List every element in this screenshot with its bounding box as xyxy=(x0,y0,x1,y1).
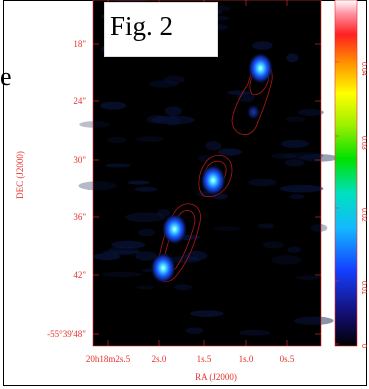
figure-label: Fig. 2 xyxy=(110,11,174,41)
noise-patch xyxy=(107,136,127,144)
noise-patch xyxy=(78,181,118,191)
noise-patch xyxy=(279,184,324,193)
noise-patch xyxy=(164,106,182,116)
noise-patch xyxy=(79,121,110,128)
colorbar xyxy=(334,0,358,347)
noise-patch xyxy=(111,240,146,249)
noise-patch xyxy=(189,310,224,317)
noise-patch xyxy=(127,180,150,185)
noise-patch xyxy=(287,246,302,253)
x-tick-label: 0s.5 xyxy=(280,354,295,364)
axes-frame xyxy=(92,0,322,347)
noise-patch xyxy=(185,327,204,334)
y-tick-label: 30" xyxy=(73,155,86,165)
noise-patch xyxy=(297,108,324,116)
source-blob xyxy=(247,52,274,85)
noise-patch xyxy=(108,245,139,256)
noise-patch xyxy=(248,178,277,187)
noise-patch xyxy=(286,53,299,63)
cropped-edge-text: e xyxy=(0,62,12,91)
colorbar-tick-label: 0.02 xyxy=(360,208,367,222)
noise-patch xyxy=(163,75,185,85)
colorbar-tick-label: 0.01 xyxy=(360,281,367,295)
x-tick-label: 2s.0 xyxy=(152,354,167,364)
source-layer xyxy=(150,52,274,285)
contour-lower-outer xyxy=(156,203,201,282)
noise-patch xyxy=(135,136,165,143)
noise-patch xyxy=(296,275,322,280)
noise-patch xyxy=(281,139,309,148)
y-tick-label: 36" xyxy=(73,212,86,222)
noise-patch xyxy=(289,194,305,200)
noise-patch xyxy=(205,141,222,151)
y-tick-label: 42" xyxy=(73,270,86,280)
x-tick-label: 1s.0 xyxy=(239,354,254,364)
noise-patch xyxy=(226,90,251,95)
noise-patch xyxy=(310,223,328,232)
noise-patch xyxy=(149,80,178,88)
noise-patch xyxy=(125,212,166,223)
noise-patch xyxy=(262,241,284,249)
source-blob xyxy=(150,252,177,285)
contour-mid-outer xyxy=(198,154,233,198)
noise-patch xyxy=(212,226,241,231)
y-tick-label: 18" xyxy=(73,39,86,49)
noise-patch xyxy=(114,0,147,3)
noise-patch xyxy=(283,152,324,159)
colorbar-tick-label: 0.04 xyxy=(360,62,367,76)
figure-label-box: Fig. 2 xyxy=(104,2,218,57)
noise-patch xyxy=(101,271,142,278)
noise-patch xyxy=(294,316,334,325)
x-tick-label: 1s.5 xyxy=(197,354,212,364)
noise-patch xyxy=(105,163,131,168)
y-tick-label: -55°39'48" xyxy=(47,329,86,339)
noise-patch xyxy=(146,115,167,124)
x-axis-title: RA (J2000) xyxy=(195,372,237,382)
noise-patch xyxy=(138,228,156,237)
noise-patch xyxy=(100,101,127,110)
noise-patch xyxy=(271,153,298,159)
axis-ticks xyxy=(93,0,321,346)
colorbar-tick-label: 0.03 xyxy=(360,136,367,150)
y-tick-label: 24" xyxy=(73,96,86,106)
noise-patch xyxy=(271,255,302,265)
noise-patch xyxy=(252,41,273,50)
x-tick-label: 20h18m2s.5 xyxy=(86,354,131,364)
noise-patch xyxy=(156,209,171,217)
noise-patch xyxy=(174,284,193,291)
noise-patch xyxy=(284,159,305,167)
colorbar-tick-label: 0 xyxy=(360,344,367,348)
noise-patch xyxy=(93,252,121,261)
noise-patch xyxy=(238,329,271,336)
noise-patch xyxy=(165,116,181,126)
noise-patch xyxy=(285,116,306,122)
noise-patch xyxy=(136,285,155,290)
source-blob xyxy=(246,104,261,121)
noise-patch xyxy=(217,148,242,156)
noise-patch xyxy=(102,249,142,255)
noise-patch xyxy=(257,223,275,229)
noise-patch xyxy=(298,154,339,162)
noise-patch xyxy=(135,251,157,261)
noise-patch xyxy=(134,186,158,192)
source-blob xyxy=(200,164,227,197)
colorbar-ticks xyxy=(335,61,339,345)
y-axis-title: DEC (J2000) xyxy=(15,151,25,199)
noise-patch xyxy=(151,115,195,125)
source-blob xyxy=(161,213,188,246)
